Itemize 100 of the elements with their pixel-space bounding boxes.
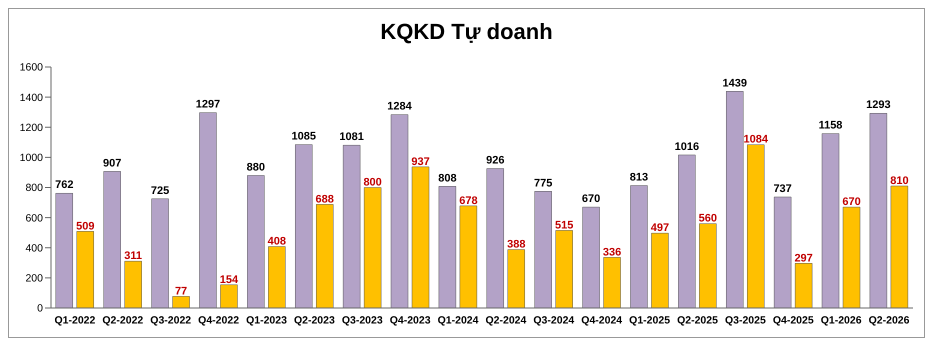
y-tick-label: 1200 (20, 122, 44, 134)
data-label: 813 (630, 172, 648, 184)
bar (870, 112, 888, 308)
bar (555, 230, 573, 308)
bar (76, 231, 94, 308)
data-label: 880 (246, 161, 266, 174)
bar (508, 249, 526, 308)
data-label: 1084 (743, 134, 769, 146)
bar (316, 204, 334, 308)
data-label: 297 (794, 252, 813, 264)
x-tick-label: Q1-2025 (629, 314, 670, 326)
bar (220, 284, 238, 308)
bar (890, 186, 908, 308)
data-label: 497 (650, 222, 670, 234)
bar (103, 171, 121, 308)
data-label: 515 (555, 219, 574, 232)
data-label: 1158 (818, 120, 842, 132)
bar (726, 91, 744, 308)
x-tick-label: Q3-2025 (724, 314, 766, 326)
bar (172, 296, 190, 308)
data-label: 408 (268, 236, 286, 248)
y-tick-label: 600 (25, 212, 44, 224)
bar (486, 168, 504, 308)
x-tick-label: Q1-2023 (246, 314, 288, 326)
data-label: 670 (842, 196, 861, 208)
data-label: 1293 (866, 99, 891, 112)
data-label: 800 (363, 176, 382, 188)
bar (774, 196, 792, 308)
bar (412, 166, 430, 308)
bar (364, 187, 382, 308)
data-label: 336 (602, 246, 622, 258)
bar (390, 114, 408, 308)
bar (151, 198, 169, 308)
data-label: 926 (486, 154, 504, 167)
data-label: 1439 (722, 77, 747, 90)
data-label: 154 (220, 274, 240, 286)
data-label: 678 (459, 194, 478, 207)
chart-title: KQKD Tự doanh (379, 19, 554, 46)
bar (342, 144, 360, 308)
data-label: 907 (103, 157, 122, 170)
data-label: 688 (316, 193, 334, 206)
y-tick-label: 1000 (20, 152, 44, 164)
x-tick-label: Q4-2024 (581, 314, 622, 326)
bar (699, 223, 717, 308)
x-tick-label: Q2-2023 (294, 314, 335, 326)
x-tick-label: Q1-2026 (820, 314, 862, 326)
y-tick-label: 1600 (20, 62, 44, 74)
y-tick-label: 0 (37, 302, 44, 315)
bar (124, 260, 142, 308)
x-tick-label: Q4-2022 (198, 314, 240, 326)
x-tick-label: Q2-2025 (677, 314, 718, 326)
data-label: 737 (773, 182, 792, 195)
data-label: 775 (534, 177, 552, 190)
data-label: 509 (76, 220, 94, 232)
x-tick-label: Q2-2022 (102, 314, 144, 326)
bar (678, 154, 696, 308)
y-tick-label: 200 (25, 272, 44, 285)
bar (794, 263, 812, 308)
data-label: 762 (55, 179, 74, 192)
bar (582, 206, 600, 308)
bar (534, 191, 552, 308)
bar (294, 144, 312, 308)
data-label: 388 (507, 238, 526, 251)
data-label: 670 (582, 193, 600, 206)
x-tick-label: Q3-2022 (150, 314, 192, 326)
bar (268, 246, 286, 308)
x-tick-label: Q2-2024 (486, 314, 527, 326)
data-label: 77 (174, 285, 188, 298)
bar (746, 144, 764, 308)
data-label: 560 (698, 212, 718, 225)
x-tick-label: Q2-2026 (868, 314, 910, 326)
bar (842, 206, 860, 308)
bar (603, 257, 621, 308)
bar (460, 206, 478, 308)
x-tick-label: Q1-2024 (438, 314, 479, 326)
bar (199, 112, 217, 308)
y-tick-label: 1400 (20, 92, 44, 104)
bar (438, 186, 456, 308)
data-label: 311 (124, 250, 142, 262)
bar (630, 185, 648, 308)
data-label: 1297 (196, 98, 220, 111)
x-tick-label: Q1-2022 (54, 314, 96, 326)
x-tick-label: Q4-2023 (390, 314, 431, 326)
data-label: 725 (150, 184, 170, 197)
data-label: 1016 (674, 140, 700, 153)
x-tick-label: Q3-2023 (342, 314, 383, 326)
data-label: 1085 (291, 130, 316, 143)
y-tick-label: 800 (25, 182, 44, 194)
data-label: 1081 (339, 131, 364, 144)
data-label: 1284 (387, 100, 413, 113)
bar (651, 232, 669, 308)
x-tick-label: Q3-2024 (533, 314, 574, 326)
data-label: 808 (438, 172, 457, 184)
y-tick-label: 400 (25, 242, 44, 254)
data-label: 810 (890, 174, 909, 187)
x-tick-label: Q4-2025 (772, 314, 814, 326)
bar (56, 192, 74, 308)
bar (247, 175, 265, 308)
bar (822, 133, 840, 308)
data-label: 937 (411, 156, 430, 168)
